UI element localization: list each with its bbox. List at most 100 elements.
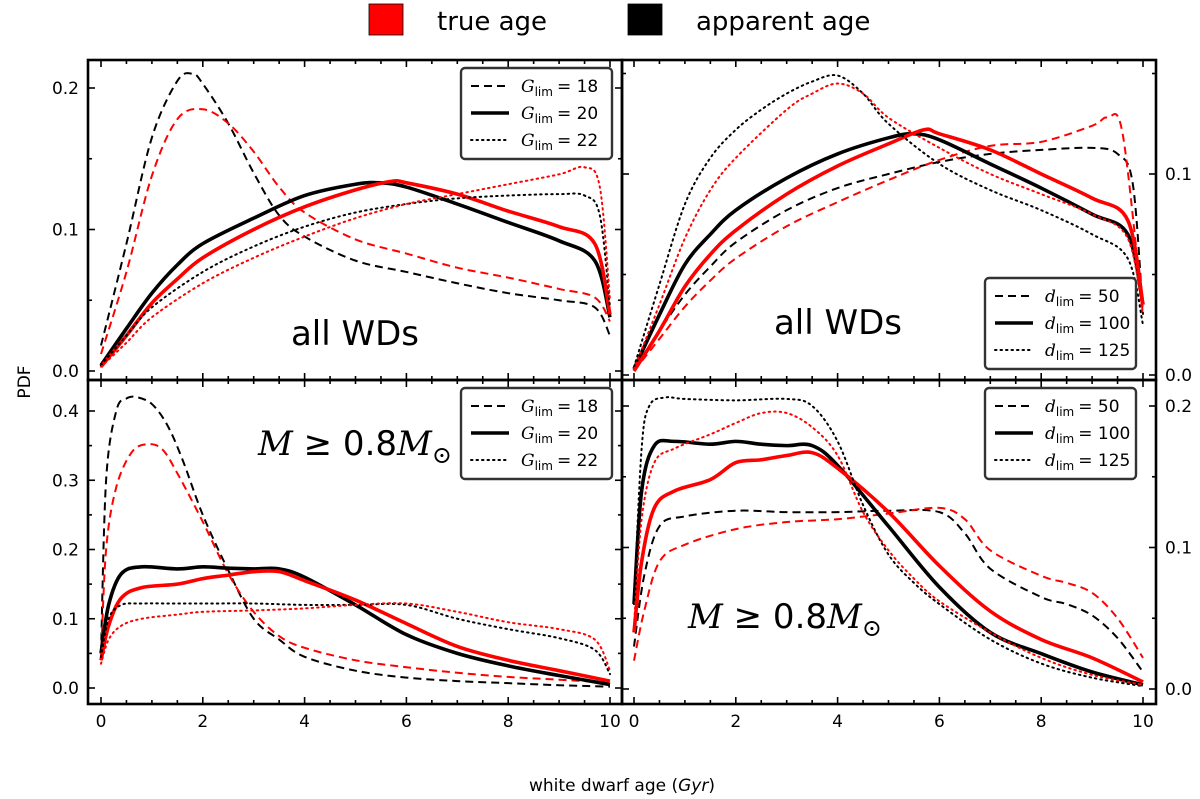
series-line	[99, 178, 612, 368]
x-tick-label: 4	[299, 712, 310, 732]
legend-var: G	[521, 424, 535, 444]
panel-annotation: all WDs	[774, 303, 902, 343]
legend-var: d	[1045, 397, 1056, 417]
legend-swatch-apparent	[627, 3, 663, 36]
series-line	[99, 564, 611, 687]
legend-sub: lim	[1056, 432, 1074, 446]
x-tick-label: 10	[599, 712, 621, 732]
panels: 0.0 0.1 0.2 Glim = 18 Glim = 20 Glim = 22 all WDs…	[52, 58, 1192, 732]
series-line	[632, 450, 1144, 684]
legend-value: = 18	[557, 397, 598, 417]
x-axis-label-prefix: white dwarf age (	[529, 776, 678, 796]
legend-label: Glim = 20	[521, 424, 598, 446]
legend-label: dlim = 100	[1045, 314, 1130, 336]
annotation-lhs: M	[257, 424, 294, 464]
legend-var: d	[1045, 424, 1056, 444]
legend-value: = 50	[1078, 397, 1119, 417]
legend-var: G	[521, 451, 535, 471]
legend-sub: lim	[535, 459, 553, 473]
legend-sub: lim	[1056, 295, 1074, 309]
legend-box	[983, 386, 1138, 481]
legend-value: = 22	[557, 131, 598, 151]
legend-value: = 100	[1078, 314, 1130, 334]
series-group	[632, 74, 1145, 372]
legend-label-true: true age	[437, 7, 547, 37]
legend-var: d	[1045, 341, 1056, 361]
series-line	[633, 112, 1144, 372]
x-tick-label: 0	[96, 712, 107, 732]
legend-sub: lim	[1056, 459, 1074, 473]
legend-sub: lim	[1056, 405, 1074, 419]
legend-label: dlim = 50	[1045, 287, 1120, 309]
y-tick-label: 0.1	[1165, 165, 1192, 185]
y-tick-label: 0.1	[1165, 539, 1192, 559]
legend-value: = 18	[557, 77, 598, 97]
annotation-op: ≥ 0.8	[723, 597, 827, 637]
legend-label: Glim = 18	[521, 397, 598, 419]
legend-label-apparent: apparent age	[696, 7, 870, 37]
x-tick-label: 2	[730, 712, 741, 732]
legend-sub: lim	[535, 405, 553, 419]
legend-var: G	[521, 397, 535, 417]
legend-label: Glim = 20	[521, 104, 598, 126]
annotation-op: ≥ 0.8	[293, 424, 397, 464]
annotation-rhs: M	[826, 597, 863, 637]
y-tick-label: 0.1	[52, 221, 79, 241]
x-axis-label: white dwarf age (Gyr)	[529, 776, 715, 796]
y-tick-label: 0.0	[1165, 366, 1192, 386]
series-line	[99, 569, 611, 683]
x-tick-label: 4	[832, 712, 843, 732]
legend-value: = 125	[1078, 451, 1130, 471]
panel-annotation: M ≥ 0.8M⊙	[687, 597, 882, 642]
series-line	[100, 107, 611, 355]
series-line	[100, 165, 611, 368]
legend-var: G	[521, 77, 535, 97]
panel-annotation: all WDs	[291, 314, 419, 354]
y-tick-label: 0.3	[52, 471, 79, 491]
legend-sub: lim	[1056, 349, 1074, 363]
series-line	[633, 82, 1144, 370]
x-tick-label: 8	[503, 712, 514, 732]
legend-value: = 20	[557, 424, 598, 444]
legend-label: Glim = 22	[521, 451, 598, 473]
series-line	[100, 602, 611, 676]
series-group	[99, 72, 612, 368]
top-legend: true age apparent age	[368, 3, 870, 37]
series-line	[633, 410, 1144, 686]
legend-swatch-true	[368, 3, 404, 36]
series-line	[633, 74, 1144, 368]
legend-value: = 50	[1078, 287, 1119, 307]
y-tick-label: 0.0	[52, 679, 79, 699]
legend-value: = 125	[1078, 341, 1130, 361]
legend-var: d	[1045, 451, 1056, 471]
legend-value: = 100	[1078, 424, 1130, 444]
legend-value: = 22	[557, 451, 598, 471]
legend-sub: lim	[1056, 322, 1074, 336]
annotation-sub: ⊙	[862, 614, 882, 642]
series-line	[633, 506, 1144, 661]
x-tick-label: 2	[197, 712, 208, 732]
y-tick-label: 0.0	[52, 362, 79, 382]
legend-label: Glim = 22	[521, 131, 598, 153]
panel-legend: Glim = 18 Glim = 20 Glim = 22	[459, 386, 614, 481]
legend-box	[459, 66, 614, 161]
series-line	[633, 396, 1144, 688]
legend-sub: lim	[535, 139, 553, 153]
y-tick-label: 0.0	[1165, 680, 1192, 700]
panel-legend: Glim = 18 Glim = 20 Glim = 22	[459, 66, 614, 161]
legend-box	[983, 276, 1138, 371]
series-line	[99, 180, 612, 367]
series-line	[100, 443, 611, 684]
legend-sub: lim	[535, 85, 553, 99]
legend-var: d	[1045, 314, 1056, 334]
legend-value: = 20	[557, 104, 598, 124]
annotation-lhs: M	[687, 597, 724, 637]
series-line	[100, 395, 611, 688]
x-tick-label: 6	[401, 712, 412, 732]
series-line	[100, 602, 611, 672]
panel-annotation: M ≥ 0.8M⊙	[257, 424, 452, 469]
